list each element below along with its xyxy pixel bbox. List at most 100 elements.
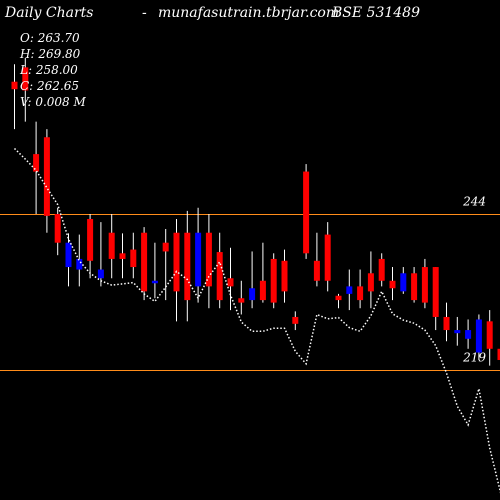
candle [357, 269, 364, 309]
candle-body [22, 67, 29, 91]
candle-body [87, 218, 94, 261]
candle [22, 58, 29, 122]
candle-body [65, 242, 72, 268]
candle-body [357, 286, 364, 301]
high-value: H: 269.80 [20, 47, 81, 61]
candle-body [43, 137, 50, 216]
ma-layer [13, 147, 500, 494]
candle-body [76, 258, 83, 270]
close-value: C: 262.65 [20, 79, 80, 93]
level-label-0: 244 [462, 195, 486, 209]
candle-body [130, 249, 137, 268]
candle-body [421, 267, 428, 303]
candle-body [238, 298, 245, 303]
candle [497, 348, 500, 361]
candle-body [303, 171, 310, 254]
candle [162, 228, 169, 301]
candle-body [205, 232, 212, 287]
candle-body [465, 330, 472, 339]
candle-body [54, 214, 61, 243]
candle [216, 232, 223, 309]
candles-layer [11, 58, 500, 366]
chart-title: Daily Charts [5, 5, 94, 21]
candle-body [216, 252, 223, 301]
candle-body [270, 258, 277, 303]
candle [227, 247, 234, 311]
candle [475, 314, 482, 361]
candle [173, 218, 180, 322]
candle-body [119, 253, 126, 259]
candle [97, 222, 104, 287]
candle [346, 269, 353, 311]
candle-body [335, 295, 342, 301]
candle [108, 214, 115, 279]
candle [486, 310, 493, 366]
candle [33, 121, 40, 214]
candle [367, 251, 374, 309]
symbol-label: BSE 531489 [332, 5, 420, 21]
open-value: O: 263.70 [20, 31, 80, 45]
candle-body [432, 267, 439, 317]
candle-body [33, 154, 40, 172]
candle [303, 164, 310, 259]
candle-body [259, 280, 266, 301]
candle-body [184, 232, 191, 301]
volume-value: V: 0.008 M [20, 95, 86, 109]
candle [249, 251, 256, 309]
candle [292, 311, 299, 331]
candle [432, 267, 439, 331]
candle-body [292, 316, 299, 324]
candle [151, 242, 158, 299]
candle-body [11, 81, 18, 90]
candle-body [400, 273, 407, 292]
candle [421, 258, 428, 309]
site-name: munafasutrain.tbrjar.com [158, 5, 340, 21]
candle-body [486, 321, 493, 349]
candle-body [108, 232, 115, 259]
candle [335, 293, 342, 309]
candle [195, 207, 202, 303]
candle-body [411, 273, 418, 301]
candle-body [227, 278, 234, 287]
candle-body [346, 286, 353, 294]
candle [313, 232, 320, 287]
candle [43, 129, 50, 233]
candle [87, 214, 94, 279]
candle-body [195, 232, 202, 287]
candle [119, 233, 126, 279]
moving-average-line [13, 147, 500, 494]
candle-body [173, 232, 180, 292]
candle [281, 249, 288, 303]
candle [130, 232, 137, 279]
levels-layer: 244 219 [0, 195, 500, 371]
candle-body [324, 234, 331, 281]
candle [411, 267, 418, 303]
candle-body [389, 280, 396, 289]
candle [400, 267, 407, 294]
candle [443, 302, 450, 342]
candle-body [281, 260, 288, 292]
low-value: L: 258.00 [20, 63, 78, 77]
candle [238, 280, 245, 315]
candle [76, 234, 83, 287]
candle [65, 233, 72, 287]
candle [454, 316, 461, 346]
candle-body [378, 258, 385, 281]
candle-body [443, 316, 450, 331]
candle [259, 242, 266, 303]
candle [184, 210, 191, 322]
candle [141, 227, 148, 301]
candle-body [497, 348, 500, 361]
header-dash: - [142, 5, 147, 21]
candle [324, 222, 331, 292]
candle-body [454, 330, 461, 334]
candle-body [151, 280, 158, 284]
candle [389, 267, 396, 301]
candle [270, 253, 277, 309]
candle-body [249, 288, 256, 301]
candle-body [475, 319, 482, 353]
candle [465, 319, 472, 349]
candle [54, 207, 61, 256]
candle-body [162, 242, 169, 252]
